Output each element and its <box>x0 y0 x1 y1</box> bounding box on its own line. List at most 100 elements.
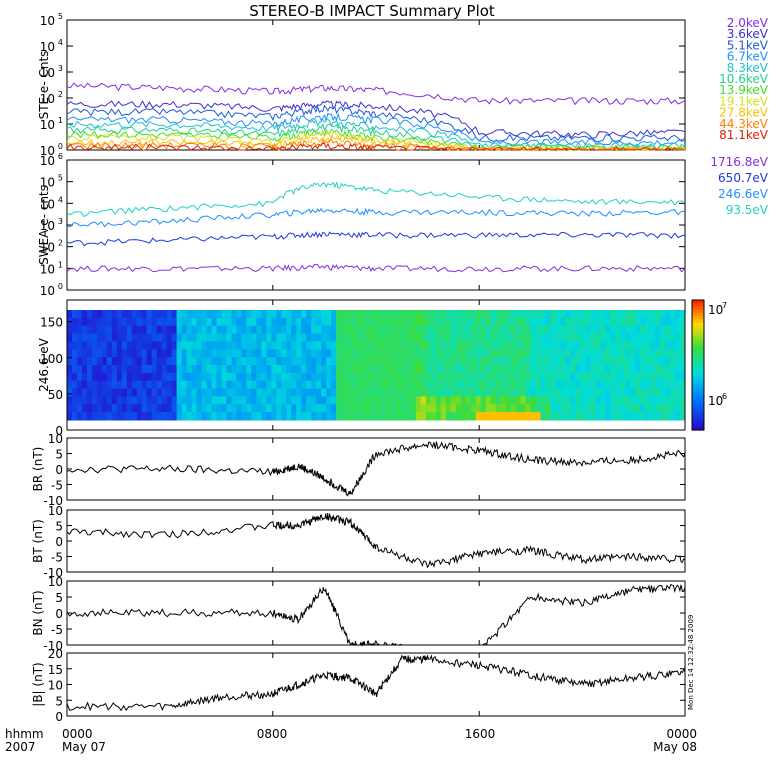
heatmap-cell <box>306 412 312 421</box>
heatmap-cell <box>670 325 676 335</box>
heatmap-cell <box>361 341 367 350</box>
heatmap-cell <box>490 333 497 342</box>
heatmap-cell <box>191 325 198 335</box>
heatmap-cell <box>336 325 342 335</box>
heatmap-cell <box>650 317 656 327</box>
heatmap-cell <box>286 317 292 327</box>
heatmap-cell <box>400 404 407 413</box>
heatmap-cell <box>306 380 312 390</box>
heatmap-cell <box>625 388 631 397</box>
heatmap-cell <box>565 412 571 421</box>
heatmap-cell <box>246 372 252 382</box>
heatmap-cell <box>271 341 277 350</box>
heatmap-cell <box>126 412 133 421</box>
heatmap-cell <box>435 365 442 374</box>
heatmap-cell <box>535 333 541 342</box>
heatmap-cell <box>341 404 347 413</box>
heatmap-cell <box>510 412 517 421</box>
heatmap-cell <box>400 365 407 374</box>
heatmap-cell <box>440 349 447 358</box>
heatmap-cell <box>590 317 596 327</box>
heatmap-cell <box>555 380 561 390</box>
heatmap-cell <box>395 396 402 405</box>
heatmap-cell <box>395 310 402 319</box>
heatmap-cell <box>615 325 621 335</box>
heatmap-cell <box>575 349 581 358</box>
heatmap-cell <box>91 325 98 335</box>
heatmap-cell <box>316 396 322 405</box>
heatmap-cell <box>570 388 576 397</box>
colorbar-cell <box>692 374 704 379</box>
b-ytick-label: 10 <box>48 679 63 693</box>
colorbar-cell <box>692 339 704 343</box>
bn-series-line <box>66 583 686 647</box>
heatmap-cell <box>276 412 282 421</box>
heatmap-cell <box>146 325 153 335</box>
heatmap-cell <box>106 412 113 421</box>
heatmap-cell <box>545 357 551 366</box>
heatmap-cell <box>390 404 397 413</box>
heatmap-cell <box>226 341 232 350</box>
heatmap-cell <box>640 317 646 327</box>
heatmap-cell <box>366 317 372 327</box>
heatmap-cell <box>196 388 203 397</box>
heatmap-cell <box>615 372 621 382</box>
heatmap-cell <box>595 325 601 335</box>
heatmap-cell <box>565 310 571 319</box>
heatmap-cell <box>640 372 646 382</box>
heatmap-cell <box>555 325 561 335</box>
heatmap-cell <box>201 396 208 405</box>
heatmap-cell <box>161 380 168 390</box>
heatmap-cell <box>405 380 412 390</box>
heatmap-cell <box>166 412 173 421</box>
ste-ytick-label: 10 <box>40 66 55 80</box>
heatmap-cell <box>376 317 382 327</box>
heatmap-cell <box>665 333 671 342</box>
time-axis-footer: hhmm 2007 0000 May 07 0800 1600 0000 May… <box>5 727 697 754</box>
heatmap-cell <box>76 372 83 382</box>
heatmap-cell <box>540 396 546 405</box>
ste-series-line <box>66 100 686 139</box>
heatmap-cell <box>650 396 656 405</box>
heatmap-cell <box>615 412 621 421</box>
heatmap-cell <box>445 349 452 358</box>
heatmap-cell <box>91 365 98 374</box>
heatmap-cell <box>605 365 611 374</box>
heatmap-cell <box>500 365 507 374</box>
heatmap-cell <box>321 333 327 342</box>
heatmap-cell <box>615 333 621 342</box>
ste-legend-entry: 19.1keV <box>719 94 769 108</box>
heatmap-cell <box>385 380 392 390</box>
heatmap-cell <box>675 365 681 374</box>
heatmap-cell <box>171 380 178 390</box>
heatmap-cell <box>530 388 536 397</box>
heatmap-cell <box>465 325 472 335</box>
heatmap-cell <box>251 310 257 319</box>
heatmap-cell <box>440 396 447 405</box>
heatmap-cell <box>640 380 646 390</box>
heatmap-cell <box>226 349 232 358</box>
heatmap-cell <box>126 388 133 397</box>
heatmap-cell <box>261 404 267 413</box>
heatmap-cell <box>266 380 272 390</box>
heatmap-cell <box>321 396 327 405</box>
heatmap-cell <box>415 349 422 358</box>
heatmap-cell <box>495 341 502 350</box>
heatmap-cell <box>585 317 591 327</box>
heatmap-cell <box>86 341 93 350</box>
heatmap-cell <box>216 341 222 350</box>
heatmap-cell <box>550 372 556 382</box>
heatmap-cell <box>371 349 377 358</box>
heatmap-cell <box>525 317 531 327</box>
heatmap-cell <box>166 357 173 366</box>
heatmap-cell <box>276 341 282 350</box>
heatmap-cell <box>126 404 133 413</box>
heatmap-cell <box>151 412 158 421</box>
heatmap-cell <box>116 333 123 342</box>
heatmap-cell <box>645 341 651 350</box>
heatmap-cell <box>495 349 502 358</box>
heatmap-cell <box>286 310 292 319</box>
pad-ytick-label: 100 <box>40 352 63 366</box>
heatmap-cell <box>156 325 163 335</box>
heatmap-cell <box>101 341 108 350</box>
